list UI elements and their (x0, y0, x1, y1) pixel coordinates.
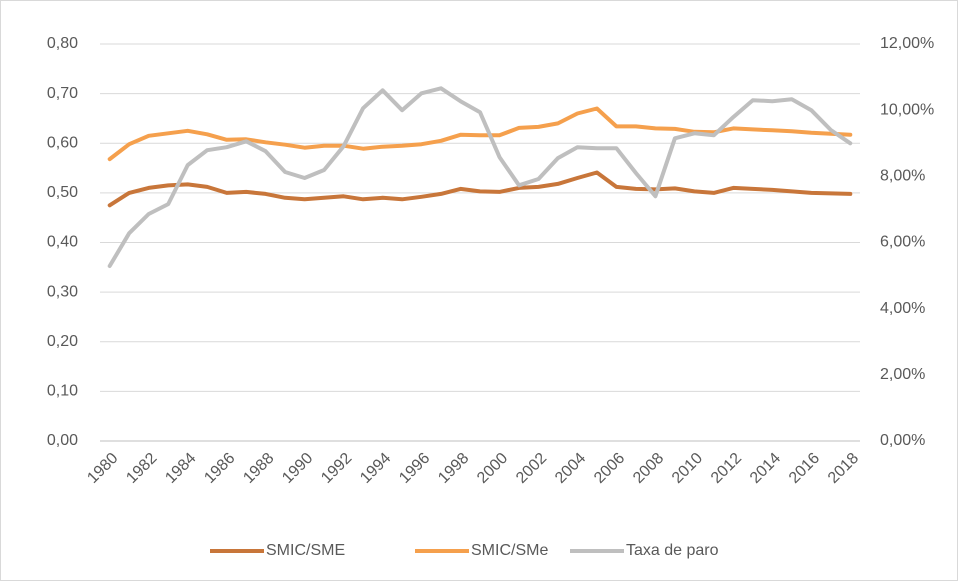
y-tick-label: 0,80 (47, 35, 78, 52)
legend-label: SMIC/SME (266, 542, 345, 559)
y2-tick-label: 10,00% (880, 101, 934, 118)
y-tick-label: 0,00 (47, 432, 78, 449)
y-tick-label: 0,20 (47, 333, 78, 350)
y-tick-label: 0,40 (47, 234, 78, 251)
y2-tick-label: 12,00% (880, 35, 934, 52)
y2-tick-label: 0,00% (880, 432, 925, 449)
y2-tick-label: 4,00% (880, 300, 925, 317)
y-tick-label: 0,60 (47, 134, 78, 151)
y-tick-label: 0,50 (47, 184, 78, 201)
y2-tick-label: 6,00% (880, 234, 925, 251)
series-line (107, 106, 853, 162)
series-line (107, 170, 853, 208)
y-tick-label: 0,70 (47, 85, 78, 102)
y2-tick-label: 2,00% (880, 366, 925, 383)
y2-tick-label: 8,00% (880, 168, 925, 185)
legend-label: Taxa de paro (626, 542, 719, 559)
y-tick-label: 0,30 (47, 283, 78, 300)
y-tick-label: 0,10 (47, 383, 78, 400)
series-line (107, 86, 853, 268)
legend-label: SMIC/SMe (471, 542, 548, 559)
